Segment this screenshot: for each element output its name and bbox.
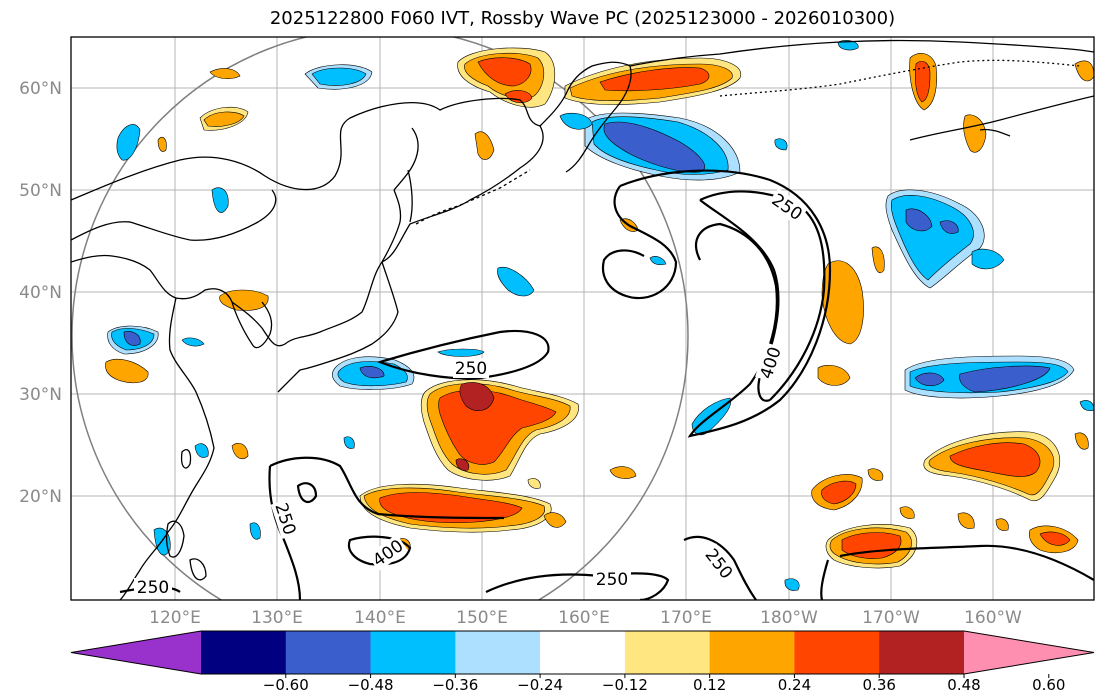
contour-label: 250 — [137, 578, 169, 598]
colorbar-tick-label: 0.24 — [778, 676, 811, 692]
colorbar-tick-label: −0.36 — [432, 676, 478, 692]
colorbar-swatch — [794, 631, 880, 674]
colorbar-swatch — [624, 631, 711, 674]
lon-label: 170°W — [862, 608, 920, 628]
lat-label: 40°N — [19, 283, 62, 303]
region-circle — [71, 37, 689, 600]
colorbar-over-extension — [964, 631, 1094, 674]
lat-label: 60°N — [19, 79, 62, 99]
lat-label: 30°N — [19, 385, 62, 405]
colorbar-under-extension — [71, 631, 201, 674]
colorbar-tick-label: 0.12 — [693, 676, 726, 692]
colorbar-tick-label: 0.48 — [947, 676, 980, 692]
lat-label: 20°N — [19, 487, 62, 507]
lon-label: 150°E — [456, 608, 508, 628]
colorbar-tick-label: 0.60 — [1032, 676, 1065, 692]
colorbar: −0.60 −0.48 −0.36 −0.24 −0.12 0.12 0.24 0.36 0.4… — [70, 630, 1095, 692]
lon-label: 140°E — [354, 608, 406, 628]
lon-label: 130°E — [251, 608, 303, 628]
colorbar-swatch — [709, 631, 795, 674]
colorbar-tick-label: −0.24 — [517, 676, 563, 692]
map-title: 2025122800 F060 IVT, Rossby Wave PC (202… — [269, 8, 896, 29]
coastlines — [71, 39, 1094, 600]
colorbar-swatch — [879, 631, 965, 674]
colorbar-swatch — [201, 631, 287, 674]
contour-label: 250 — [455, 359, 487, 379]
longitude-labels: 120°E 130°E 140°E 150°E 160°E 170°E 180°… — [149, 608, 1022, 628]
colorbar-swatch — [285, 631, 372, 674]
lon-label: 160°E — [558, 608, 610, 628]
colorbar-outline — [70, 630, 1095, 675]
ivt-contours — [119, 169, 1094, 600]
colorbar-tick-label: −0.48 — [348, 676, 394, 692]
map-area — [71, 37, 1094, 600]
lat-label: 50°N — [19, 181, 62, 201]
latitude-labels: 60°N 50°N 40°N 30°N 20°N — [19, 79, 62, 507]
colorbar-swatch — [455, 631, 541, 674]
contour-label: 250 — [596, 570, 628, 590]
colorbar-swatch — [370, 631, 456, 674]
lon-label: 120°E — [149, 608, 201, 628]
lon-label: 160°W — [964, 608, 1022, 628]
colorbar-swatch — [540, 631, 626, 674]
lon-label: 180°W — [760, 608, 818, 628]
colorbar-tick-label: 0.36 — [863, 676, 896, 692]
map-frame — [70, 36, 1095, 601]
lon-label: 170°E — [660, 608, 712, 628]
colorbar-tick-label: −0.60 — [263, 676, 309, 692]
colorbar-tick-label: −0.12 — [602, 676, 648, 692]
